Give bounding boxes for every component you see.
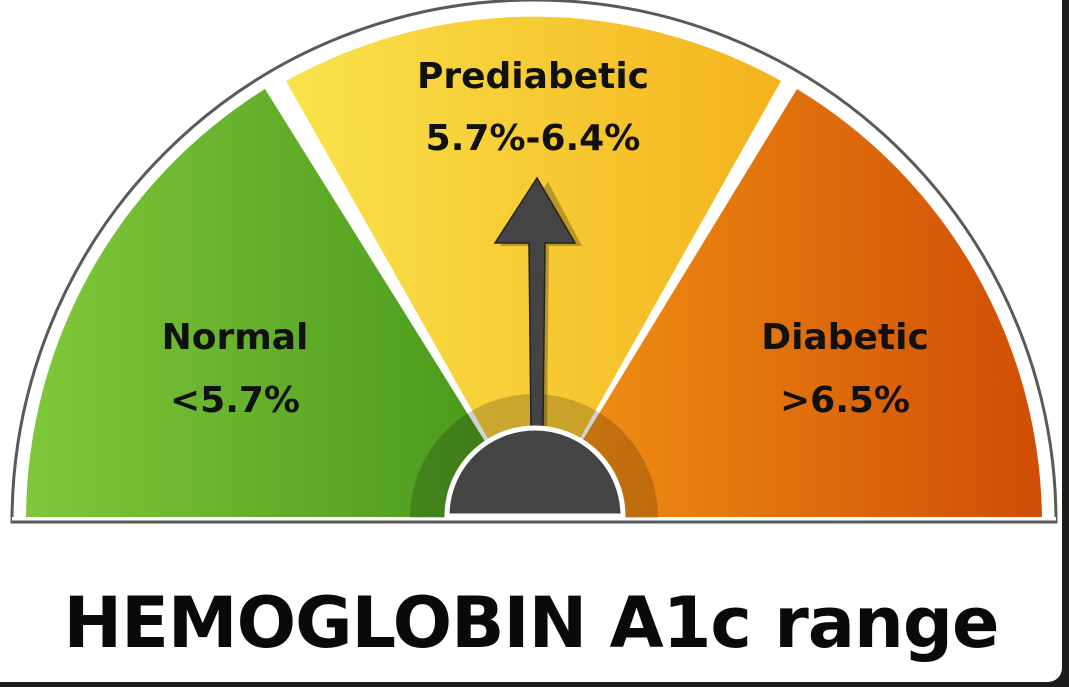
- zone-normal-range: <5.7%: [170, 380, 300, 421]
- zone-diabetic-wedge: [534, 89, 1042, 520]
- chart-title: HEMOGLOBIN A1c range: [63, 582, 1000, 664]
- gauge-baseline: [12, 517, 1056, 523]
- zone-normal-wedge: [25, 89, 534, 520]
- gauge-hub: [444, 425, 626, 519]
- zone-prediabetic-range: 5.7%-6.4%: [426, 118, 641, 159]
- gauge: Normal <5.7% Prediabetic 5.7%-6.4% Diabe…: [10, 0, 1058, 524]
- zone-diabetic-label: Diabetic: [761, 317, 929, 358]
- zone-normal-label: Normal: [162, 317, 309, 358]
- zone-diabetic-range: >6.5%: [780, 380, 910, 421]
- zone-prediabetic-label: Prediabetic: [417, 56, 649, 97]
